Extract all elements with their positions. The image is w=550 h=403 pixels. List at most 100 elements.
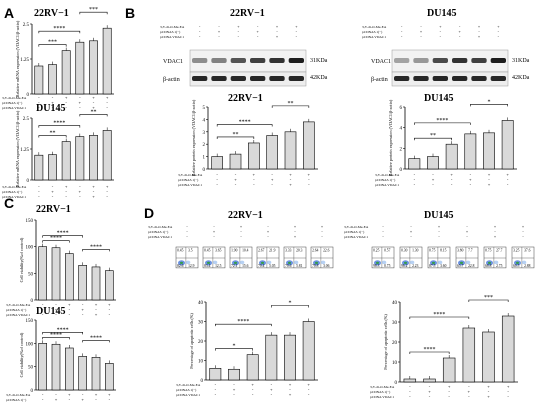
quadrant-value: 0.75 bbox=[485, 248, 491, 252]
treatment-sign: + bbox=[487, 394, 490, 399]
y-tick-label: 50 bbox=[28, 272, 34, 277]
blot-treatment-sign: - bbox=[478, 29, 480, 34]
treatment-sign: + bbox=[55, 397, 58, 402]
y-tick-label: 4 bbox=[400, 127, 403, 132]
treatment-sign: + bbox=[68, 302, 71, 307]
sig-bracket bbox=[409, 316, 470, 319]
flow-plot: 0.45 3.65 83.4 12.5 bbox=[202, 246, 226, 268]
flow-treatment-sign: - bbox=[321, 229, 323, 234]
treatment-sign: - bbox=[95, 307, 97, 312]
flow-treatment-label: pCDNA3.1(−) bbox=[344, 230, 365, 234]
y-tick-label: 50 bbox=[28, 366, 34, 371]
blot-band-actin bbox=[211, 76, 227, 81]
y-tick-label: 2 bbox=[203, 143, 206, 148]
blot-treatment-sign: - bbox=[257, 24, 259, 29]
treatment-sign: - bbox=[468, 384, 470, 389]
flow-treatment-sign: - bbox=[186, 234, 188, 239]
quadrant-value: 27.7 bbox=[496, 248, 502, 252]
flow-treatment-sign: - bbox=[240, 229, 242, 234]
sig-bracket bbox=[468, 299, 509, 302]
treatment-sign: - bbox=[52, 95, 54, 100]
treatment-label: pCDNA VDAC1 bbox=[370, 395, 394, 399]
flow-treatment-sign: - bbox=[186, 229, 188, 234]
bar bbox=[265, 334, 278, 381]
quadrant-value: 70.8 bbox=[312, 264, 318, 268]
bar bbox=[34, 154, 44, 181]
treatment-sign: - bbox=[42, 307, 44, 312]
y-axis-label: Relative protein expression (VDAC1/β-act… bbox=[191, 99, 196, 176]
treatment-sign: + bbox=[253, 172, 256, 177]
treatment-sign: - bbox=[308, 177, 310, 182]
flow-treatment-sign: + bbox=[494, 224, 497, 229]
flow-plot: 3.33 20.3 70.6 5.81 bbox=[283, 246, 307, 268]
cell-cluster bbox=[521, 260, 527, 265]
y-tick-label: 150 bbox=[26, 319, 34, 324]
y-tick-label: 0 bbox=[395, 381, 398, 386]
sig-bracket bbox=[216, 124, 273, 127]
treatment-label: pCDNA VDAC1 bbox=[178, 183, 202, 187]
blot-treatment-sign: - bbox=[459, 24, 461, 29]
treatment-sign: - bbox=[109, 307, 111, 312]
blot-band-vdac1 bbox=[490, 58, 506, 63]
bar bbox=[501, 120, 514, 170]
cell-cluster bbox=[239, 260, 245, 265]
treatment-sign: - bbox=[289, 387, 291, 392]
blot-treatment-sign: + bbox=[257, 29, 260, 34]
blot-treatment-label: pCDNA VDAC1 bbox=[160, 35, 184, 39]
flow-treatment-sign: - bbox=[494, 229, 496, 234]
quadrant-value: 22.8 bbox=[468, 264, 474, 268]
cell-cluster bbox=[493, 260, 499, 265]
blot-treatment-sign: + bbox=[276, 34, 279, 39]
bar bbox=[483, 132, 495, 170]
sig-label: **** bbox=[57, 327, 69, 333]
sig-label: * bbox=[488, 99, 491, 105]
cell-cluster bbox=[437, 260, 443, 265]
bar bbox=[408, 158, 421, 170]
flow-treatment-sign: + bbox=[213, 229, 216, 234]
treatment-label: pCDNA3.1(−) bbox=[2, 101, 23, 105]
treatment-sign: - bbox=[79, 184, 81, 189]
treatment-sign: - bbox=[507, 182, 509, 187]
bar bbox=[266, 135, 278, 170]
cell-cluster-core bbox=[487, 261, 492, 264]
cell-cluster-core bbox=[179, 261, 184, 264]
treatment-label: pCDNA VDAC1 bbox=[2, 106, 26, 110]
treatment-sign: - bbox=[38, 95, 40, 100]
treatment-sign: - bbox=[429, 384, 431, 389]
treatment-sign: + bbox=[55, 307, 58, 312]
treatment-label: pCDNA3.1(−) bbox=[375, 178, 396, 182]
sig-label: ** bbox=[233, 132, 239, 138]
treatment-sign: - bbox=[69, 397, 71, 402]
panel-label-d: D bbox=[144, 205, 154, 221]
blot-band-actin bbox=[230, 76, 246, 81]
blot-vdac1-strip bbox=[189, 49, 307, 73]
treatment-label: pCDNA3.1(−) bbox=[370, 390, 391, 394]
blot-treatment-sign: + bbox=[295, 24, 298, 29]
y-tick-label: 2 bbox=[400, 147, 403, 152]
flow-plot: 0.75 8.15 87.5 3.60 bbox=[427, 246, 451, 268]
blot-band-vdac1 bbox=[211, 58, 227, 63]
flow-plot: 0.30 1.30 96.2 2.23 bbox=[399, 246, 423, 268]
treatment-sign: - bbox=[65, 194, 67, 199]
treatment-sign: - bbox=[253, 177, 255, 182]
bar bbox=[89, 40, 98, 95]
treatment-sign: - bbox=[429, 394, 431, 399]
quadrant-value: 82.6 bbox=[177, 264, 183, 268]
bar bbox=[462, 327, 476, 383]
treatment-sign: - bbox=[93, 100, 95, 105]
cell-cluster-core bbox=[314, 261, 319, 264]
bar bbox=[284, 131, 297, 170]
title-a-du145: DU145 bbox=[36, 103, 65, 114]
blot-treatment-label: pCDNA3.1(−) bbox=[362, 30, 383, 34]
sig-label: * bbox=[289, 301, 292, 307]
treatment-sign: + bbox=[432, 177, 435, 182]
treatment-sign: - bbox=[414, 177, 416, 182]
blot-band-actin bbox=[288, 76, 304, 81]
bar-chart-3: 0 1 2 3 4 5 Relative protein expression (VDAC1… bbox=[191, 99, 318, 176]
blot-actin-strip bbox=[189, 71, 307, 87]
bar bbox=[102, 130, 112, 181]
treatment-sign: - bbox=[55, 392, 57, 397]
treatment-sign: - bbox=[79, 105, 81, 110]
bar-chart-7: 0 10 20 30 40 Percentage of apoptotic cells (… bbox=[189, 301, 318, 384]
treatment-sign: - bbox=[52, 105, 54, 110]
